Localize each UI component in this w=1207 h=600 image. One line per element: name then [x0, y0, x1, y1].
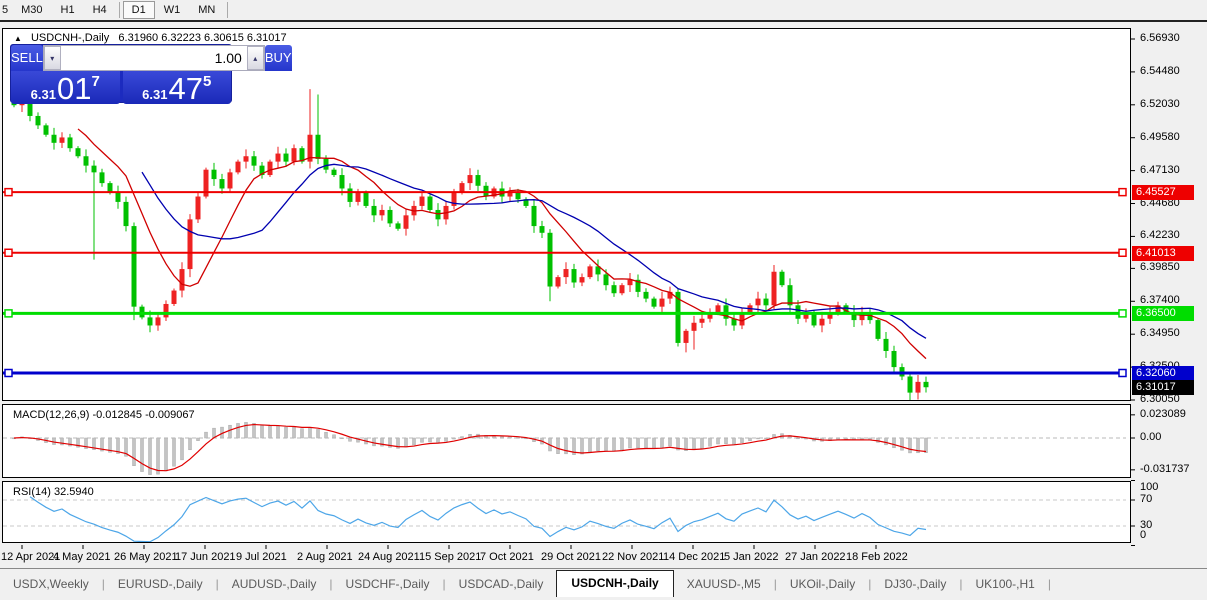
date-tick-label: 17 Jun 2021 — [175, 551, 236, 563]
symbol-tabbar: USDX,Weekly | EURUSD-,Daily | AUDUSD-,Daily |… — [0, 568, 1207, 597]
chart-tab-audusd[interactable]: AUDUSD-,Daily — [231, 577, 317, 591]
one-click-trade-widget: SELL ▾ ▴ BUY 6.31 01 7 6.31 47 5 — [10, 44, 292, 104]
volume-input[interactable] — [60, 46, 247, 70]
volume-decrease-button[interactable]: ▾ — [43, 46, 61, 70]
chart-ohlc-values: 6.31960 6.32223 6.30615 6.31017 — [118, 32, 287, 44]
timeframe-button-mn[interactable]: MN — [198, 4, 216, 16]
volume-increase-button[interactable]: ▴ — [246, 46, 264, 70]
rsi-axis-label: 100 — [1140, 481, 1159, 493]
timeframe-button-m30[interactable]: M30 — [21, 4, 43, 16]
timeframe-button-w1[interactable]: W1 — [163, 4, 181, 16]
price-level-chip: 6.32060 — [1132, 366, 1194, 381]
tab-separator: | — [215, 577, 219, 591]
chart-tab-ukoil[interactable]: UKOil-,Daily — [789, 577, 856, 591]
chart-header: ▲ USDCNH-,Daily 6.31960 6.32223 6.30615 … — [14, 32, 287, 44]
date-tick-label: 22 Nov 2021 — [602, 551, 665, 563]
buy-button[interactable]: BUY — [264, 45, 292, 71]
macd-label: MACD(12,26,9) -0.012845 -0.009067 — [13, 409, 195, 421]
chart-tab-eurusd[interactable]: EURUSD-,Daily — [117, 577, 203, 591]
rsi-panel — [2, 481, 1131, 543]
price-tick-label: 6.34950 — [1140, 327, 1180, 340]
chart-tab-usdcnh[interactable]: USDCNH-,Daily — [556, 570, 674, 597]
tab-separator: | — [101, 577, 105, 591]
date-tick-label: 27 Jan 2022 — [785, 551, 846, 563]
rsi-axis-label: 70 — [1140, 493, 1153, 505]
price-tick-label: 6.37400 — [1140, 294, 1180, 307]
price-level-chip: 6.45527 — [1132, 185, 1194, 201]
date-tick-label: 24 Aug 2021 — [358, 551, 420, 563]
date-tick-label: 2 Aug 2021 — [297, 551, 353, 563]
date-tick-label: 18 Feb 2022 — [846, 551, 908, 563]
date-tick-label: 5 Jan 2022 — [724, 551, 779, 563]
chart-symbol-label: USDCNH-,Daily — [30, 32, 110, 44]
macd-axis-label: 0.023089 — [1140, 407, 1186, 420]
date-tick-label: 12 Apr 2021 — [1, 551, 61, 563]
price-tick-label: 6.42230 — [1140, 229, 1180, 242]
date-tick-label: 26 May 2021 — [114, 551, 178, 563]
date-tick-label: 9 Jul 2021 — [236, 551, 287, 563]
price-level-chip: 6.36500 — [1132, 306, 1194, 322]
rsi-label: RSI(14) 32.5940 — [13, 486, 94, 498]
tab-separator: | — [329, 577, 333, 591]
sell-button[interactable]: SELL — [11, 45, 43, 71]
price-tick-label: 6.54480 — [1140, 64, 1180, 77]
timeframe-button-h1[interactable]: H1 — [60, 4, 75, 16]
chart-tab-uk100[interactable]: UK100-,H1 — [975, 577, 1035, 591]
price-tick-label: 6.30050 — [1140, 392, 1180, 405]
chart-tab-usdcad[interactable]: USDCAD-,Daily — [458, 577, 544, 591]
macd-axis-label: -0.031737 — [1140, 462, 1190, 475]
date-tick-label: 7 Oct 2021 — [480, 551, 534, 563]
chart-tab-dj30[interactable]: DJ30-,Daily — [884, 577, 947, 591]
volume-spinner: ▾ ▴ — [42, 45, 265, 71]
timeframe-button-d1[interactable]: D1 — [122, 1, 155, 19]
tab-separator: | — [959, 577, 963, 591]
timeframe-button-h4[interactable]: H4 — [92, 4, 107, 16]
current-price-chip: 6.31017 — [1132, 380, 1194, 395]
price-level-chip: 6.41013 — [1132, 245, 1194, 261]
price-tick-label: 6.47130 — [1140, 163, 1180, 176]
tab-separator: | — [442, 577, 446, 591]
rsi-axis-label: 30 — [1140, 519, 1153, 531]
price-tick-label: 6.39850 — [1140, 261, 1180, 274]
tab-separator: | — [868, 577, 872, 591]
date-tick-label: 15 Sep 2021 — [419, 551, 482, 563]
chart-tab-xauusd[interactable]: XAUUSD-,M5 — [686, 577, 761, 591]
chart-tab-usdx[interactable]: USDX,Weekly — [13, 577, 89, 591]
chart-tab-usdchf[interactable]: USDCHF-,Daily — [345, 577, 430, 591]
price-tick-label: 6.56930 — [1140, 32, 1180, 44]
toolbar-separator — [227, 2, 229, 18]
date-tick-label: 29 Oct 2021 — [541, 551, 601, 563]
rsi-axis-label: 0 — [1140, 529, 1147, 541]
toolbar-separator — [118, 2, 120, 18]
tab-separator: | — [773, 577, 777, 591]
price-tick-label: 6.52030 — [1140, 97, 1180, 110]
date-tick-label: 4 May 2021 — [53, 551, 111, 563]
price-tick-label: 6.49580 — [1140, 130, 1180, 143]
timeframe-button-5[interactable]: 5 — [2, 4, 9, 16]
date-tick-label: 14 Dec 2021 — [663, 551, 726, 563]
timeframe-toolbar: 5 M30 H1 H4 D1 W1 MN — [0, 0, 1207, 22]
tab-separator: | — [1047, 577, 1051, 591]
buy-quote[interactable]: 6.31 47 5 — [122, 71, 231, 104]
collapse-triangle-icon[interactable]: ▲ — [14, 34, 22, 43]
macd-axis-label: 0.00 — [1140, 431, 1162, 443]
sell-quote[interactable]: 6.31 01 7 — [11, 71, 120, 104]
